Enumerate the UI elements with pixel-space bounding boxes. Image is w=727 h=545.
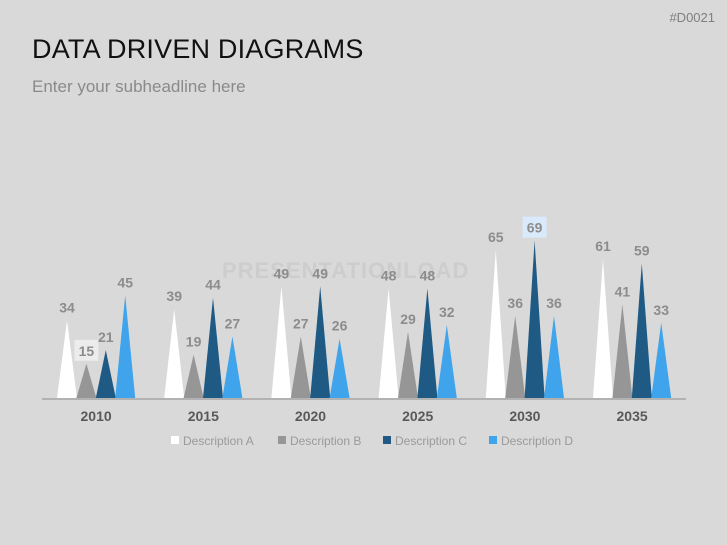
data-label: 48 (381, 268, 397, 284)
legend-label: Description B (290, 434, 361, 448)
data-label: 27 (293, 315, 309, 331)
legend-swatch (489, 436, 497, 444)
data-label: 36 (507, 295, 523, 311)
spike-bar (593, 258, 613, 398)
data-label-highlight (74, 339, 99, 361)
data-label: 39 (166, 288, 182, 304)
spike-bar (398, 331, 418, 398)
spike-bar (76, 363, 97, 398)
spike-bar (222, 336, 243, 398)
x-tick-label: 2010 (81, 408, 112, 424)
spike-bar (290, 336, 311, 398)
data-label: 27 (225, 315, 241, 331)
page-title: DATA DRIVEN DIAGRAMS (32, 34, 364, 64)
data-label: 48 (420, 268, 436, 284)
data-label: 59 (634, 242, 650, 258)
data-label: 32 (439, 304, 455, 320)
legend-label: Description D (501, 434, 573, 448)
spike-bar (631, 263, 652, 398)
slide-id: #D0021 (669, 10, 715, 25)
spike-bar (485, 249, 506, 398)
spike-bar (651, 322, 672, 398)
spike-bar (612, 304, 633, 398)
data-label: 44 (205, 277, 221, 293)
spike-bar (183, 354, 204, 398)
data-label: 61 (595, 238, 611, 254)
spike-bar (310, 286, 331, 398)
spike-bar (544, 315, 564, 398)
legend-swatch (171, 436, 179, 444)
spike-bar (271, 286, 292, 398)
watermark: PRESENTATIONLOAD (222, 258, 470, 283)
spike-bar (378, 288, 399, 398)
data-label: 49 (312, 265, 328, 281)
spike-bar (417, 288, 438, 398)
data-label: 29 (400, 311, 416, 327)
spike-bar (57, 320, 77, 398)
x-tick-label: 2035 (617, 408, 648, 424)
data-label: 21 (98, 329, 114, 345)
spike-bar (329, 338, 350, 398)
legend-label: Description C (395, 434, 467, 448)
legend-label: Description A (183, 434, 254, 448)
spike-bar (115, 295, 136, 398)
x-tick-label: 2030 (509, 408, 540, 424)
spike-bar (95, 350, 116, 398)
data-label: 26 (332, 318, 348, 334)
spike-bar (505, 315, 526, 398)
x-tick-label: 2020 (295, 408, 326, 424)
x-tick-label: 2015 (188, 408, 219, 424)
data-label: 33 (653, 302, 669, 318)
page-subtitle: Enter your subheadline here (32, 77, 246, 96)
spike-bar (164, 309, 185, 398)
spike-bar (436, 325, 457, 398)
data-label: 19 (186, 334, 202, 350)
data-label: 41 (615, 284, 631, 300)
data-label: 36 (546, 295, 562, 311)
x-tick-label: 2025 (402, 408, 433, 424)
legend-swatch (278, 436, 286, 444)
data-label: 45 (117, 274, 133, 290)
spike-bar (203, 297, 223, 398)
legend-swatch (383, 436, 391, 444)
data-label: 15 (79, 343, 95, 359)
data-label: 49 (274, 265, 290, 281)
spike-bar (524, 240, 545, 398)
data-label: 69 (527, 220, 543, 236)
data-label: 65 (488, 229, 504, 245)
data-label-highlight (522, 216, 547, 238)
data-label: 34 (59, 299, 75, 315)
